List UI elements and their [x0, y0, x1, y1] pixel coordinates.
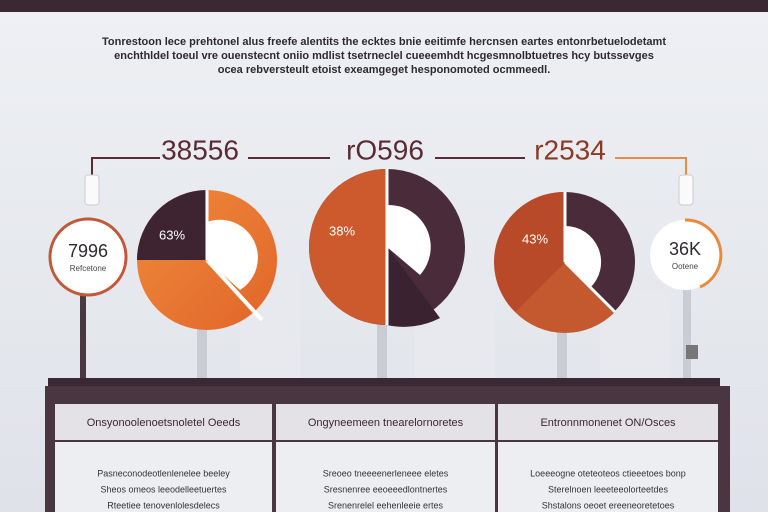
panel-title: Onsyonoolenoetsnoletel Oeeds: [87, 417, 241, 429]
connectors: [91, 157, 687, 175]
badge-value: 36K: [669, 239, 701, 259]
shelf: [48, 378, 720, 386]
pie-slice: [515, 262, 615, 334]
pie-hole: [387, 204, 431, 275]
header: Tonrestoon lece prehtonel alus freefe al…: [102, 36, 666, 76]
badge: [650, 220, 720, 290]
header-line: ocea rebversteult etoist exeamgeget hesp…: [218, 64, 551, 76]
pie-chart: [493, 191, 635, 334]
pole: [557, 325, 567, 380]
pendant: [678, 174, 694, 206]
pie-label: 63%: [159, 227, 185, 242]
panel-header: [276, 404, 495, 440]
panel-line: Rteetiee tenovenlolesdelecs: [107, 500, 220, 510]
panel-title: Ongyneemeen tnearelornoretes: [308, 417, 464, 429]
metric-value: 38556: [161, 134, 239, 165]
pie-slice: [387, 247, 440, 327]
panel-line: Srenenrelel eehenleeie ertes: [328, 500, 444, 510]
labels: 38556 rO596 r2534 63% 38% 43% 7996 Refcetone 36K…: [68, 134, 701, 273]
panel-line: Sheos omeos leeodelleetuertes: [100, 484, 227, 494]
badge-caption: Ootene: [672, 262, 699, 271]
pole-clip: [686, 345, 698, 359]
top-bar: [0, 0, 768, 12]
panel-line: Pasneconodeotlenlenelee beeley: [97, 468, 230, 478]
metric-value: r2534: [534, 134, 606, 165]
panel-header: [498, 404, 718, 440]
panel-line: Shstalons oeoet ereeneoretetoes: [542, 500, 675, 510]
badge-value: 7996: [68, 241, 108, 261]
badge-caption: Refcetone: [70, 264, 107, 273]
pendant: [84, 174, 100, 206]
pie-chart: [137, 190, 277, 330]
pie-slice: [137, 190, 207, 260]
metric-value: rO596: [346, 134, 424, 165]
panel-line: Sresnenree eeoeeedlontnertes: [324, 484, 448, 494]
panels: Onsyonoolenoetsnoletel Oeeds Pasneconodeo…: [55, 404, 718, 512]
panel-line: Loeeeogne oteteoteos ctieeetoes bonp: [530, 468, 686, 478]
panel-line: Sterelnoen leeeteeolorteetdes: [548, 484, 669, 494]
badge: [48, 217, 128, 297]
pie-slice: [493, 191, 565, 312]
header-line: enchthldel toeul vre ouenstecnt oniio md…: [114, 50, 654, 62]
pie-label: 43%: [522, 231, 548, 246]
pole: [197, 320, 207, 380]
panel-body: [498, 442, 718, 512]
pie-hole: [565, 225, 602, 288]
pie-divider: [205, 258, 264, 322]
panel-header: [55, 404, 272, 440]
connector: [615, 157, 687, 175]
pie-hole: [207, 219, 258, 290]
connector: [91, 157, 160, 175]
header-line: Tonrestoon lece prehtonel alus freefe al…: [102, 36, 666, 48]
pole: [683, 290, 691, 380]
panel-body: [55, 442, 272, 512]
panel-title: Entronnmonenet ON/Osces: [540, 417, 676, 429]
poles: [80, 290, 698, 380]
badge-ring: [684, 218, 723, 289]
pie-slice: [309, 169, 387, 325]
pie-label: 38%: [329, 223, 355, 238]
panel-body: [276, 442, 495, 512]
pole: [377, 320, 387, 380]
pie-chart: [309, 169, 465, 327]
pie-divider: [563, 260, 617, 314]
pole: [80, 295, 86, 380]
panel-line: Sreoeo tneeeenerleneee eletes: [323, 468, 449, 478]
